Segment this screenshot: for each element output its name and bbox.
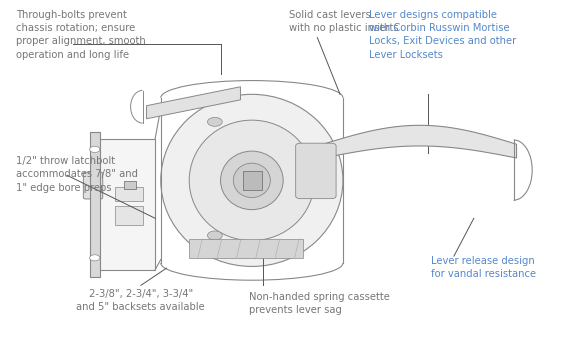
Text: 2-3/8", 2-3/4", 3-3/4"
and 5" backsets available: 2-3/8", 2-3/4", 3-3/4" and 5" backsets a… bbox=[77, 289, 205, 312]
Polygon shape bbox=[323, 125, 517, 158]
Polygon shape bbox=[146, 87, 240, 119]
Ellipse shape bbox=[221, 151, 283, 210]
Text: Non-handed spring cassette
prevents lever sag: Non-handed spring cassette prevents leve… bbox=[249, 292, 390, 315]
Circle shape bbox=[208, 231, 223, 240]
FancyBboxPatch shape bbox=[296, 143, 336, 198]
Bar bbox=[90, 132, 100, 277]
Text: Through-bolts prevent
chassis rotation; ensure
proper alignment, smooth
operatio: Through-bolts prevent chassis rotation; … bbox=[15, 10, 145, 60]
Ellipse shape bbox=[189, 120, 315, 240]
Circle shape bbox=[208, 117, 223, 126]
Bar bbox=[124, 181, 136, 189]
Bar bbox=[189, 239, 303, 258]
Bar bbox=[98, 139, 155, 270]
Bar bbox=[115, 206, 142, 225]
Text: Lever release design
for vandal resistance: Lever release design for vandal resistan… bbox=[431, 256, 537, 279]
Circle shape bbox=[90, 146, 100, 152]
Ellipse shape bbox=[233, 163, 271, 197]
Bar bbox=[115, 187, 142, 201]
Text: 1/2" throw latchbolt
accommodates 7/8" and
1" edge bore preps: 1/2" throw latchbolt accommodates 7/8" a… bbox=[15, 156, 138, 193]
Ellipse shape bbox=[161, 94, 343, 266]
FancyBboxPatch shape bbox=[84, 172, 103, 199]
Text: Solid cast levers
with no plastic inserts: Solid cast levers with no plastic insert… bbox=[289, 10, 399, 33]
Circle shape bbox=[90, 255, 100, 261]
Bar bbox=[243, 171, 261, 190]
Text: Lever designs compatible
with Corbin Russwin Mortise
Locks, Exit Devices and oth: Lever designs compatible with Corbin Rus… bbox=[368, 10, 516, 60]
